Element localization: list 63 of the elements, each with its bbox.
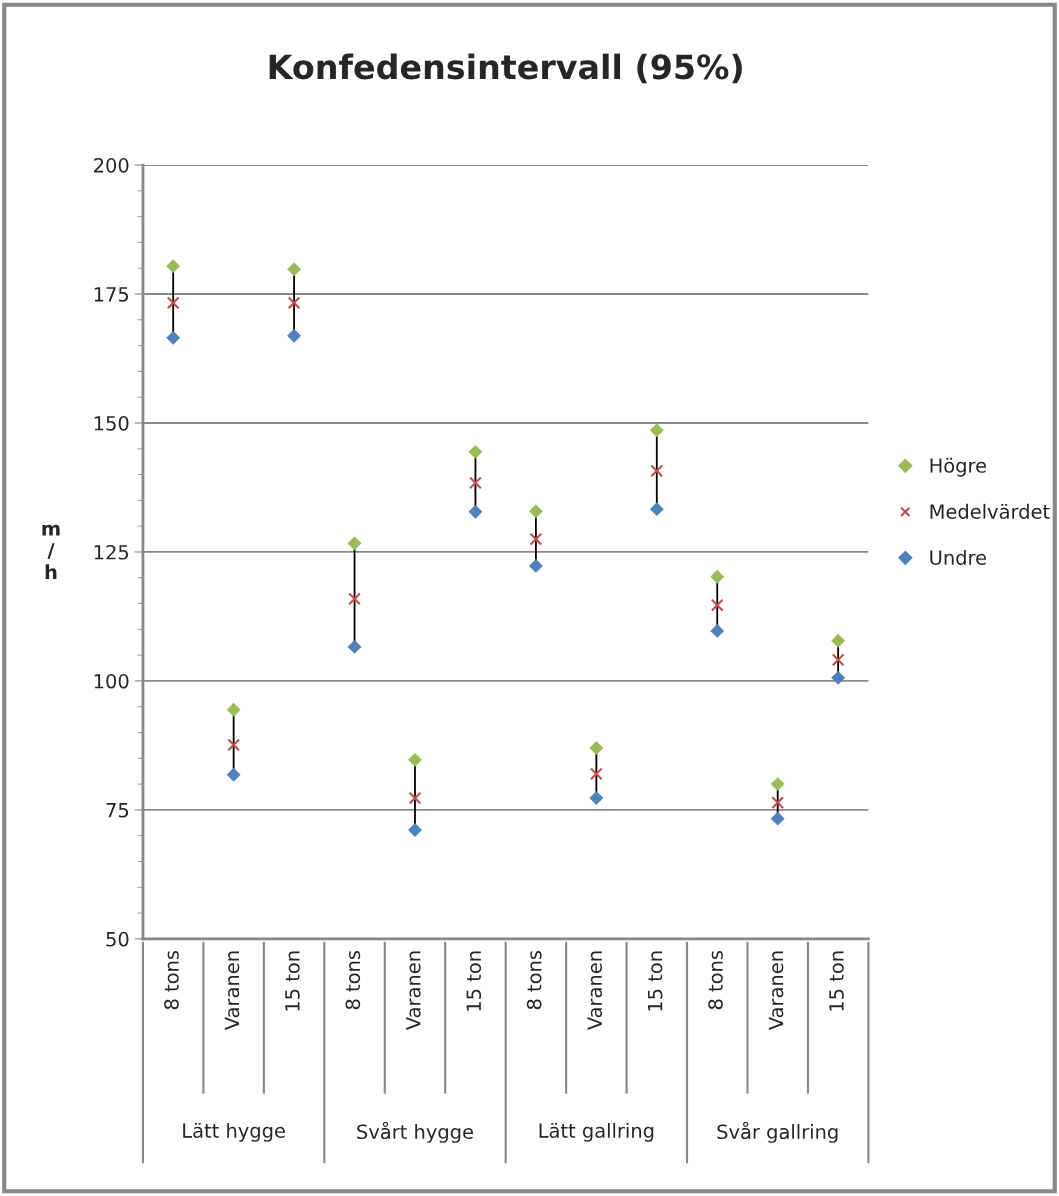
point — [770, 777, 785, 792]
legend-label: Högre — [930, 457, 986, 477]
x-tick-label: Varanen — [768, 951, 784, 1031]
y-tick-label: 50 — [106, 931, 129, 947]
point — [347, 639, 362, 654]
x-tick-label: Varanen — [224, 951, 240, 1031]
point — [287, 296, 301, 310]
x-tick-label: 8 tons — [345, 950, 361, 1010]
point — [528, 558, 543, 573]
point — [831, 653, 845, 667]
x-tick-label: 15 ton — [829, 951, 844, 1011]
point — [287, 328, 302, 343]
x-tick-label: 8 tons — [708, 950, 723, 1010]
legend-label: Undre — [930, 549, 987, 565]
point — [770, 811, 785, 826]
point — [166, 259, 181, 274]
y-tick-label: 75 — [106, 803, 129, 818]
point — [408, 752, 422, 767]
point — [287, 262, 302, 277]
point — [831, 633, 846, 648]
y-tick-label: 125 — [94, 544, 129, 560]
point — [589, 741, 604, 755]
point — [468, 504, 483, 519]
point — [650, 464, 664, 478]
point — [166, 330, 181, 345]
x-tick-label: 15 ton — [285, 951, 300, 1011]
point — [226, 767, 241, 782]
y-tick-label: 100 — [94, 673, 129, 689]
x-tick-label: Varanen — [406, 951, 421, 1031]
point — [831, 670, 846, 685]
point — [469, 476, 482, 490]
x-tick-label: 15 ton — [466, 951, 482, 1011]
x-tick-label: Varanen — [587, 951, 602, 1031]
chart-title: Konfedensintervall (95%) — [269, 53, 742, 84]
x-tick-label: 8 tons — [164, 950, 179, 1010]
text: Lätt hygge — [183, 1122, 285, 1142]
point — [771, 796, 785, 810]
x-tick-label: 15 ton — [647, 951, 663, 1011]
x-tick-label: 8 tons — [526, 950, 542, 1010]
point — [589, 791, 604, 805]
text: Lätt gallring — [539, 1122, 654, 1142]
y-tick-label: 200 — [94, 158, 129, 173]
point — [710, 569, 725, 584]
point — [468, 444, 483, 459]
point — [529, 532, 543, 546]
text: Svårt hygge — [357, 1121, 473, 1143]
text: Svår gallring — [717, 1121, 838, 1143]
y-tick-label: 175 — [94, 287, 129, 302]
y-tick-label: 150 — [94, 415, 129, 431]
legend-label: Medelvärdet — [930, 503, 1050, 519]
point — [528, 504, 543, 519]
point — [347, 536, 362, 551]
point — [166, 296, 180, 310]
point — [408, 791, 422, 805]
point — [710, 623, 725, 638]
point — [649, 502, 664, 517]
point — [348, 592, 361, 606]
point — [226, 702, 241, 717]
point — [710, 598, 724, 612]
y-axis-title: m / h — [42, 524, 60, 580]
point — [227, 738, 241, 752]
point — [589, 767, 603, 781]
point — [649, 423, 664, 438]
